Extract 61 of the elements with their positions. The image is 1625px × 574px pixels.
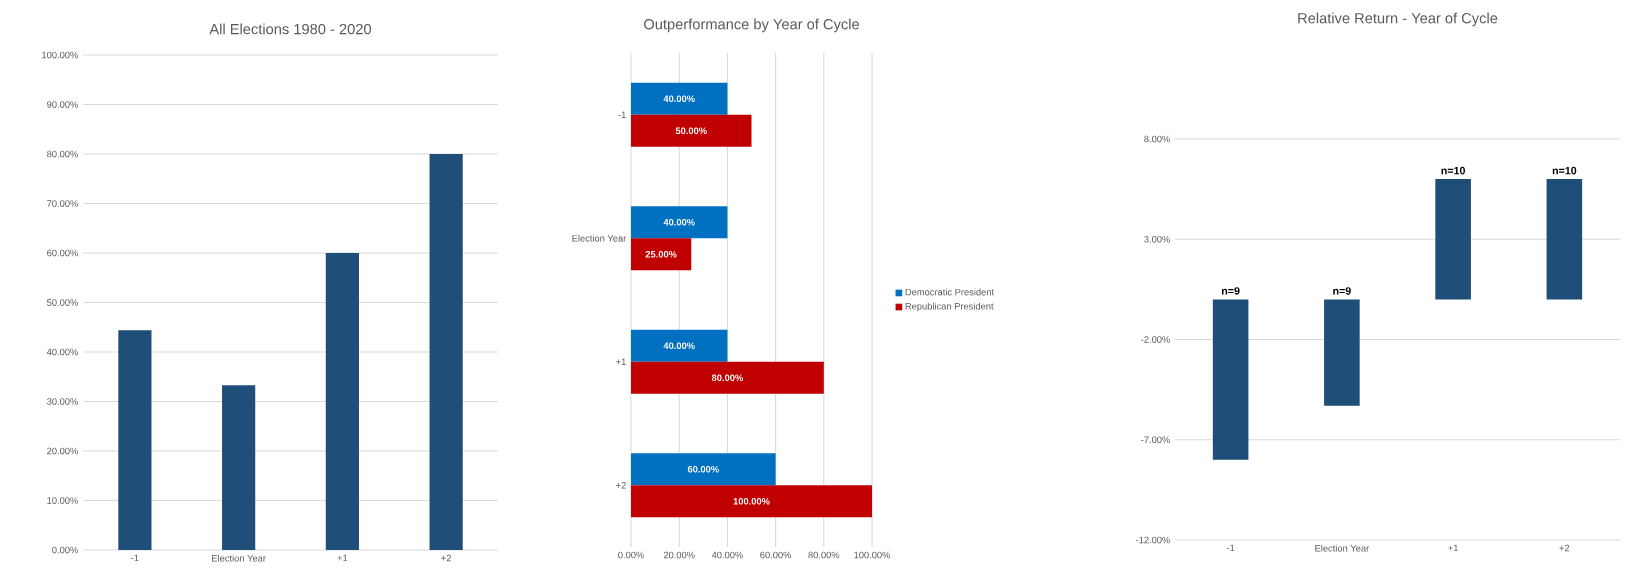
x-tick-label: +2 bbox=[1559, 544, 1570, 552]
bar bbox=[325, 252, 359, 550]
y-tick-label: Election Year bbox=[572, 234, 627, 242]
x-tick-label: -1 bbox=[1226, 544, 1235, 552]
y-tick-label: 20.00% bbox=[47, 447, 78, 455]
bar bbox=[222, 385, 256, 550]
data-label: 50.00% bbox=[675, 127, 707, 135]
y-tick-label: 30.00% bbox=[47, 398, 78, 405]
y-tick-label: +2 bbox=[616, 482, 626, 489]
bar bbox=[429, 153, 463, 550]
x-tick-label: 60.00% bbox=[760, 551, 792, 559]
bar bbox=[631, 453, 776, 486]
y-tick-label: 90.00% bbox=[47, 101, 78, 108]
y-tick-label: 50.00% bbox=[47, 299, 78, 306]
x-tick-label: +1 bbox=[1448, 544, 1458, 552]
data-label: 40.00% bbox=[663, 342, 695, 349]
x-tick-label: Election Year bbox=[212, 554, 266, 562]
data-label: 100.00% bbox=[733, 498, 770, 505]
y-tick-label: -1 bbox=[618, 111, 626, 118]
x-tick-label: 20.00% bbox=[663, 551, 695, 559]
y-tick-label: -2.00% bbox=[1141, 336, 1170, 343]
bar bbox=[631, 82, 728, 115]
x-tick-label: 40.00% bbox=[711, 551, 743, 559]
bar bbox=[631, 361, 824, 394]
annotation: n=10 bbox=[1552, 166, 1577, 175]
y-tick-label: 8.00% bbox=[1144, 135, 1170, 143]
data-label: 40.00% bbox=[663, 95, 695, 102]
y-tick-label: 100.00% bbox=[42, 51, 78, 59]
data-label: 60.00% bbox=[687, 465, 719, 473]
y-tick-label: 40.00% bbox=[46, 348, 78, 356]
x-tick-label: -1 bbox=[131, 554, 139, 562]
x-tick-label: Election Year bbox=[1315, 544, 1370, 552]
bar bbox=[631, 485, 873, 518]
chart-title: Relative Return - Year of Cycle bbox=[1298, 12, 1498, 27]
data-label: 40.00% bbox=[663, 218, 695, 226]
bar bbox=[118, 330, 152, 550]
data-label: 25.00% bbox=[645, 251, 677, 258]
bar bbox=[631, 206, 728, 239]
chart-title: Outperformance by Year of Cycle bbox=[644, 18, 859, 33]
x-tick-label: +2 bbox=[441, 554, 451, 562]
y-tick-label: 60.00% bbox=[47, 249, 78, 257]
y-tick-label: 10.00% bbox=[47, 497, 78, 504]
data-label: 80.00% bbox=[711, 374, 743, 382]
legend-label: Democratic President bbox=[905, 288, 995, 296]
x-tick-label: 80.00% bbox=[808, 551, 840, 559]
annotation: n=9 bbox=[1333, 287, 1351, 295]
y-tick-label: -7.00% bbox=[1141, 436, 1170, 444]
y-tick-label: 80.00% bbox=[47, 150, 78, 158]
chart-title: All Elections 1980 - 2020 bbox=[209, 23, 372, 35]
y-tick-label: +1 bbox=[616, 358, 626, 365]
bar bbox=[631, 329, 728, 362]
bar bbox=[631, 238, 692, 271]
bar bbox=[631, 114, 752, 147]
y-tick-label: -12.00% bbox=[1135, 536, 1170, 544]
annotation: n=10 bbox=[1441, 166, 1465, 175]
x-tick-label: 100.00% bbox=[854, 551, 891, 559]
y-tick-label: 3.00% bbox=[1144, 235, 1170, 243]
y-tick-label: 70.00% bbox=[47, 200, 78, 207]
x-tick-label: +1 bbox=[337, 554, 348, 562]
legend-label: Republican President bbox=[905, 302, 994, 312]
annotation: n=9 bbox=[1222, 287, 1240, 295]
